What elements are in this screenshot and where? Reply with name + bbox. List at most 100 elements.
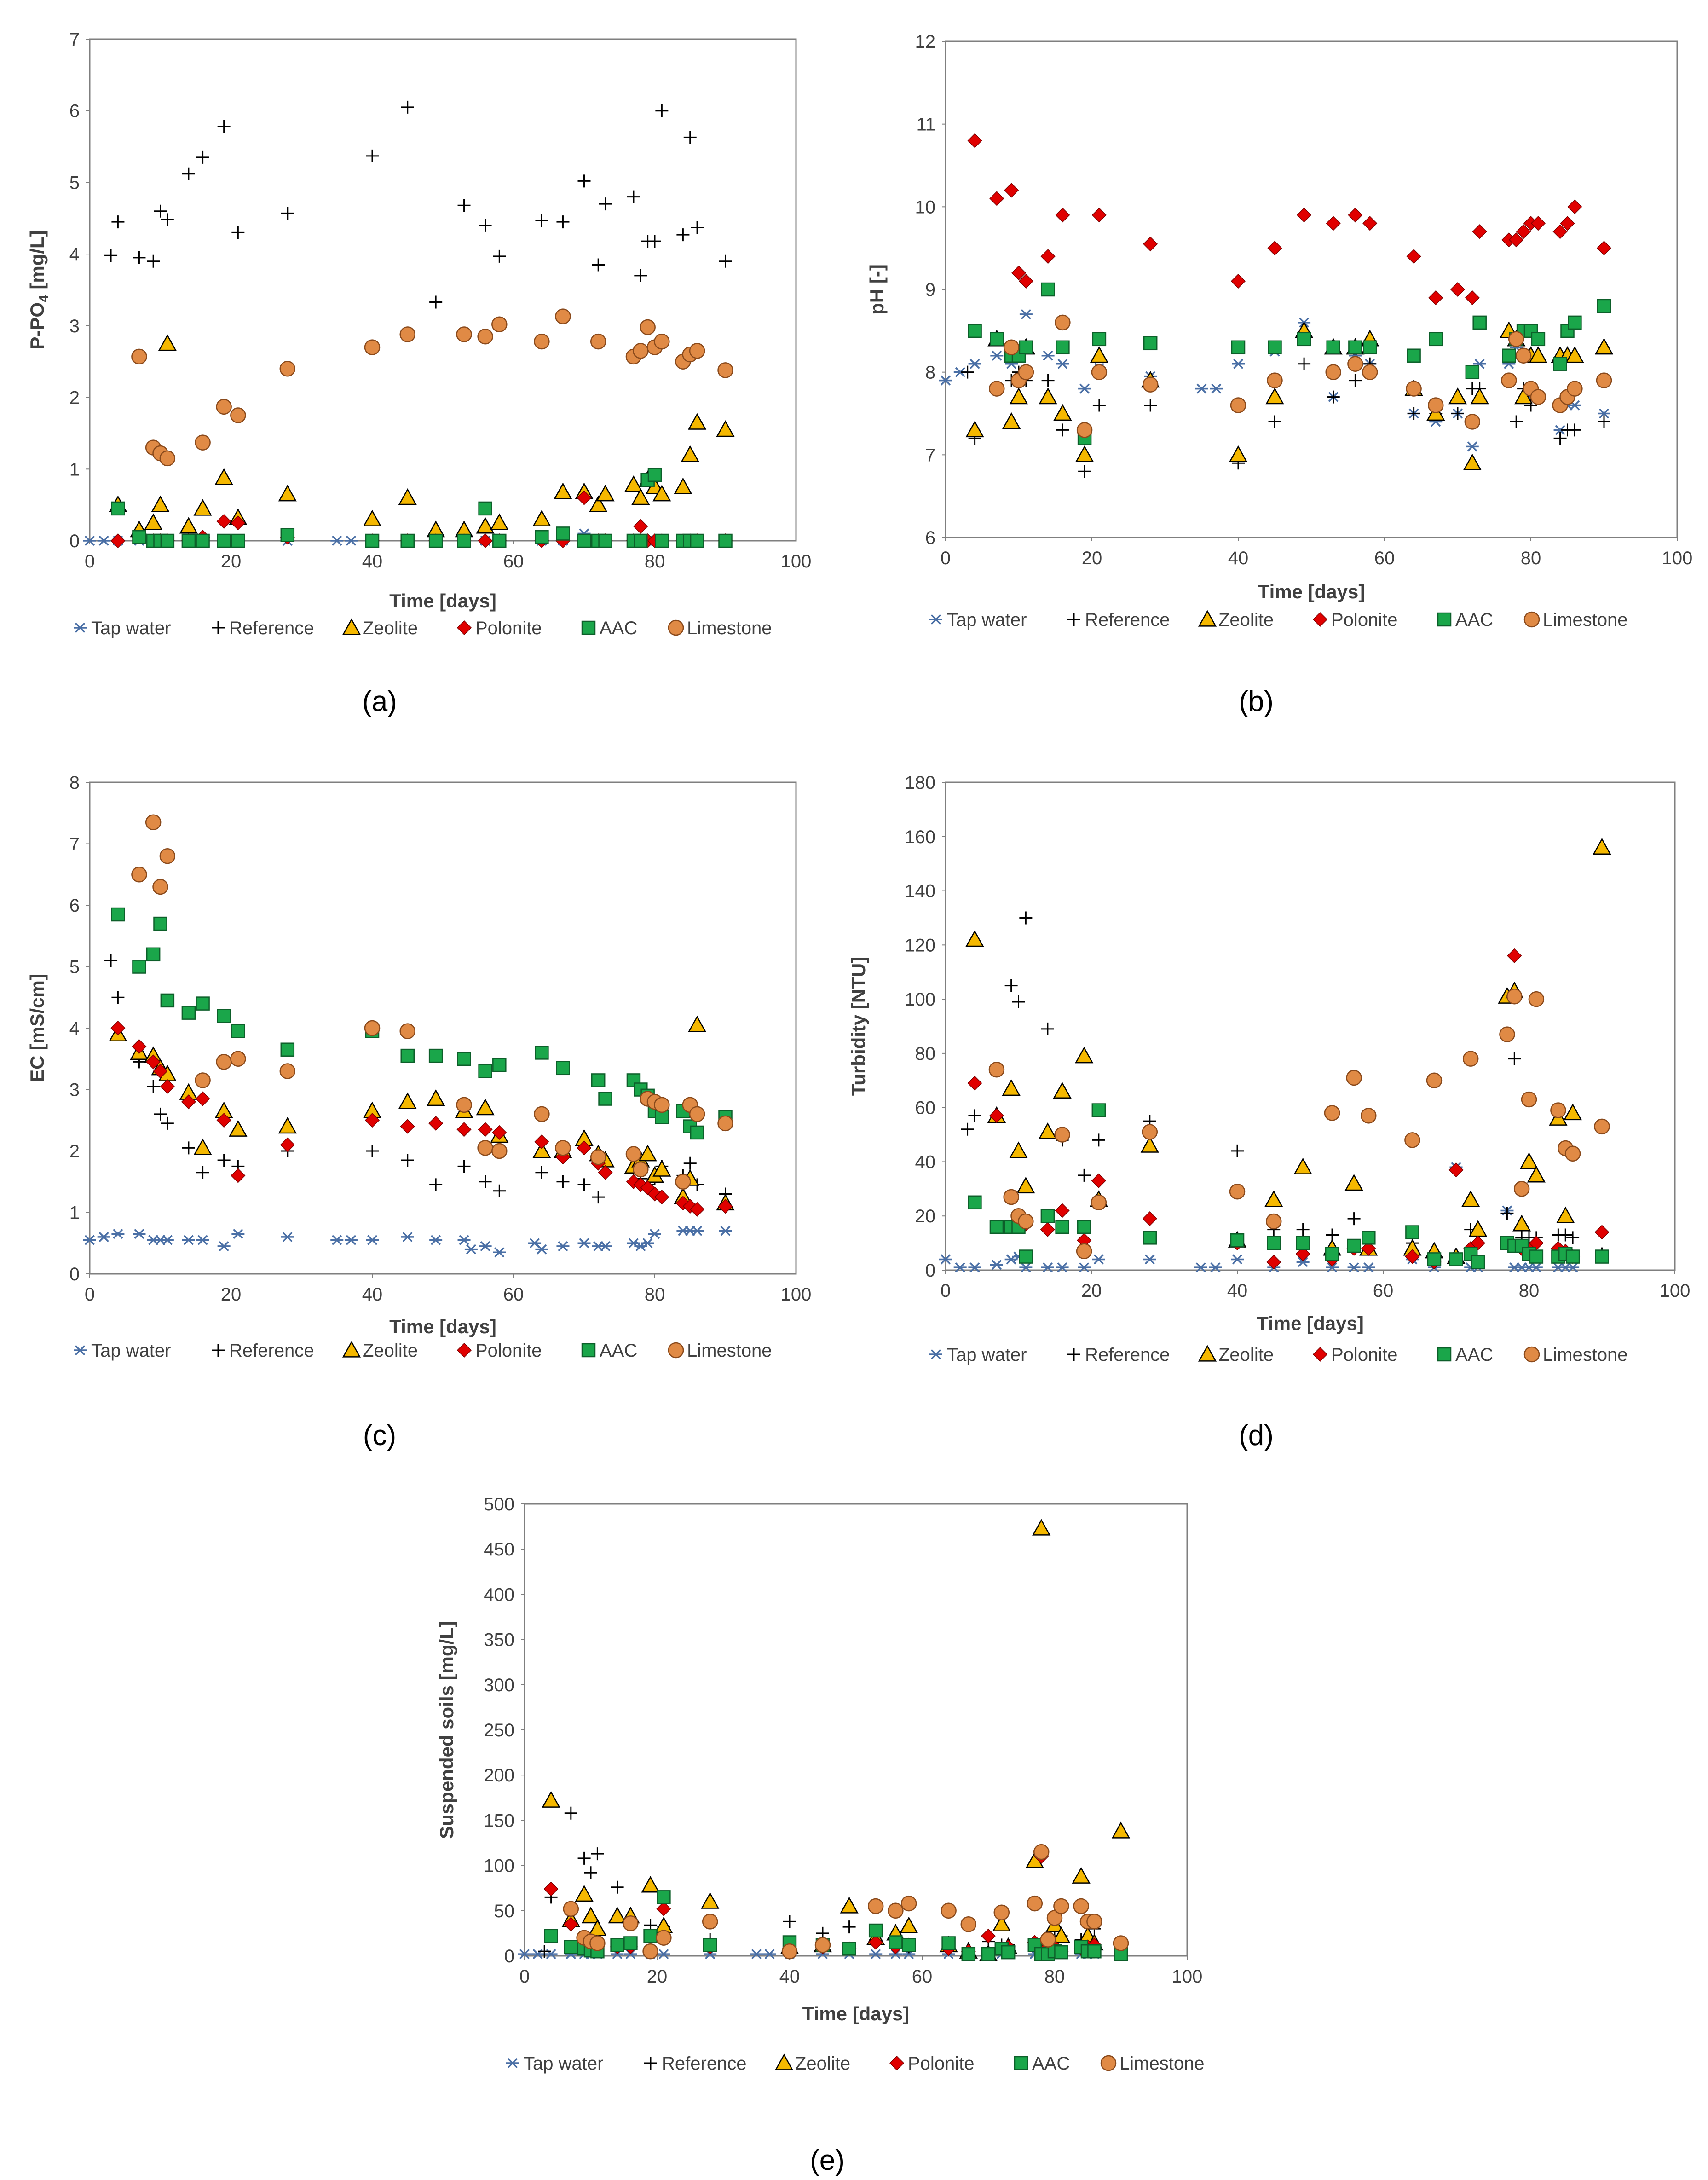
subtitle-b: (b) [1239,686,1274,717]
point-limestone [1464,414,1481,430]
legend-marker-polonite [1312,612,1328,627]
point-reference [599,197,612,211]
point-reference [577,1851,591,1865]
point-zeolite [965,930,984,947]
x-tick-label: 20 [1081,1281,1102,1301]
series-limestone [131,814,733,1190]
point-tap-water [657,1949,670,1960]
point-aac [544,1929,558,1943]
point-limestone [1528,991,1545,1007]
point-tap-water [763,1949,776,1960]
point-reference [161,1116,174,1130]
point-aac [690,533,704,548]
point-polonite [1091,208,1107,223]
legend-marker-polonite [889,2055,905,2071]
point-zeolite [701,1892,720,1909]
point-aac [457,533,471,548]
point-aac [1325,1247,1339,1261]
point-tap-water [133,1229,146,1239]
legend-marker-polonite [1312,1347,1328,1362]
point-zeolite [1556,1206,1575,1223]
point-aac [1553,357,1567,371]
point-reference [1566,1231,1580,1244]
point-reference [961,1122,974,1136]
y-tick-label: 11 [916,115,935,135]
point-tap-water [518,1949,531,1960]
point-reference [1041,1022,1054,1035]
series-aac [111,468,733,548]
point-zeolite [1593,838,1611,855]
point-limestone [1003,339,1020,356]
point-aac [564,1940,578,1954]
point-aac [961,1947,976,1961]
y-axis-title: Suspended soils [mg/L] [436,1621,457,1839]
point-zeolite [1468,1220,1488,1237]
point-aac [1472,315,1487,330]
y-tick-label: 0 [504,1946,514,1966]
y-tick-label: 4 [69,1018,80,1039]
x-tick-label: 20 [221,1284,242,1305]
point-aac [492,1058,507,1072]
point-zeolite [674,477,692,494]
point-aac [626,1073,641,1087]
legend-label-zeolite: Zeolite [1218,1345,1274,1365]
point-zeolite [278,485,297,502]
point-aac [1347,1238,1361,1253]
y-axis-title: P-PO4 [mg/L] [26,230,52,349]
point-aac [160,533,175,548]
legend-label-limestone: Limestone [1543,1345,1628,1365]
point-reference [1268,415,1281,428]
legend-label-polonite: Polonite [1331,1345,1398,1365]
point-aac [153,916,167,931]
y-tick-label: 60 [915,1098,936,1118]
x-tick-label: 60 [1374,548,1395,568]
point-limestone [1040,1931,1056,1948]
point-polonite [1362,216,1378,231]
point-reference [535,214,548,227]
legend-marker-reference [212,621,225,634]
point-tap-water [1231,1254,1244,1265]
point-zeolite [1512,1214,1531,1232]
point-tap-water [83,1235,96,1245]
point-zeolite [1009,1141,1028,1158]
legend-marker-aac [1014,2056,1028,2070]
subtitle-a: (a) [362,686,397,717]
x-tick-label: 100 [1172,1966,1203,1987]
y-tick-label: 1 [69,1203,80,1223]
point-aac [1429,332,1443,347]
point-aac [217,533,231,548]
point-polonite [1143,237,1158,252]
y-tick-label: 7 [69,834,80,855]
point-zeolite [840,1897,859,1914]
point-aac [577,533,591,548]
point-limestone [1229,1183,1246,1200]
legend-marker-aac [581,620,596,635]
x-tick-label: 40 [362,551,383,572]
point-tap-water [493,1247,506,1258]
point-limestone [888,1902,904,1919]
point-tap-water [97,1232,110,1242]
point-aac [535,1046,549,1060]
point-reference [1231,1144,1244,1157]
point-reference [577,1178,591,1191]
x-tick-label: 60 [912,1966,933,1987]
point-aac [1362,340,1377,355]
point-aac [1054,1945,1068,1960]
legend-marker-limestone [1100,2055,1117,2071]
point-limestone [195,1072,211,1088]
point-tap-water [161,1235,174,1245]
y-tick-label: 180 [905,773,935,793]
legend-marker-aac [1437,612,1452,627]
subtitle-c: (c) [363,1420,396,1451]
point-aac [478,501,492,516]
point-zeolite [1032,1519,1051,1536]
point-polonite [1018,273,1033,289]
point-limestone [152,879,168,895]
point-zeolite [992,1914,1011,1931]
point-reference [1298,357,1311,370]
point-reference [691,221,704,234]
legend-marker-tap-water [929,1349,942,1360]
point-limestone [555,1140,571,1156]
point-aac [146,947,161,962]
legend-marker-reference [1068,613,1080,626]
